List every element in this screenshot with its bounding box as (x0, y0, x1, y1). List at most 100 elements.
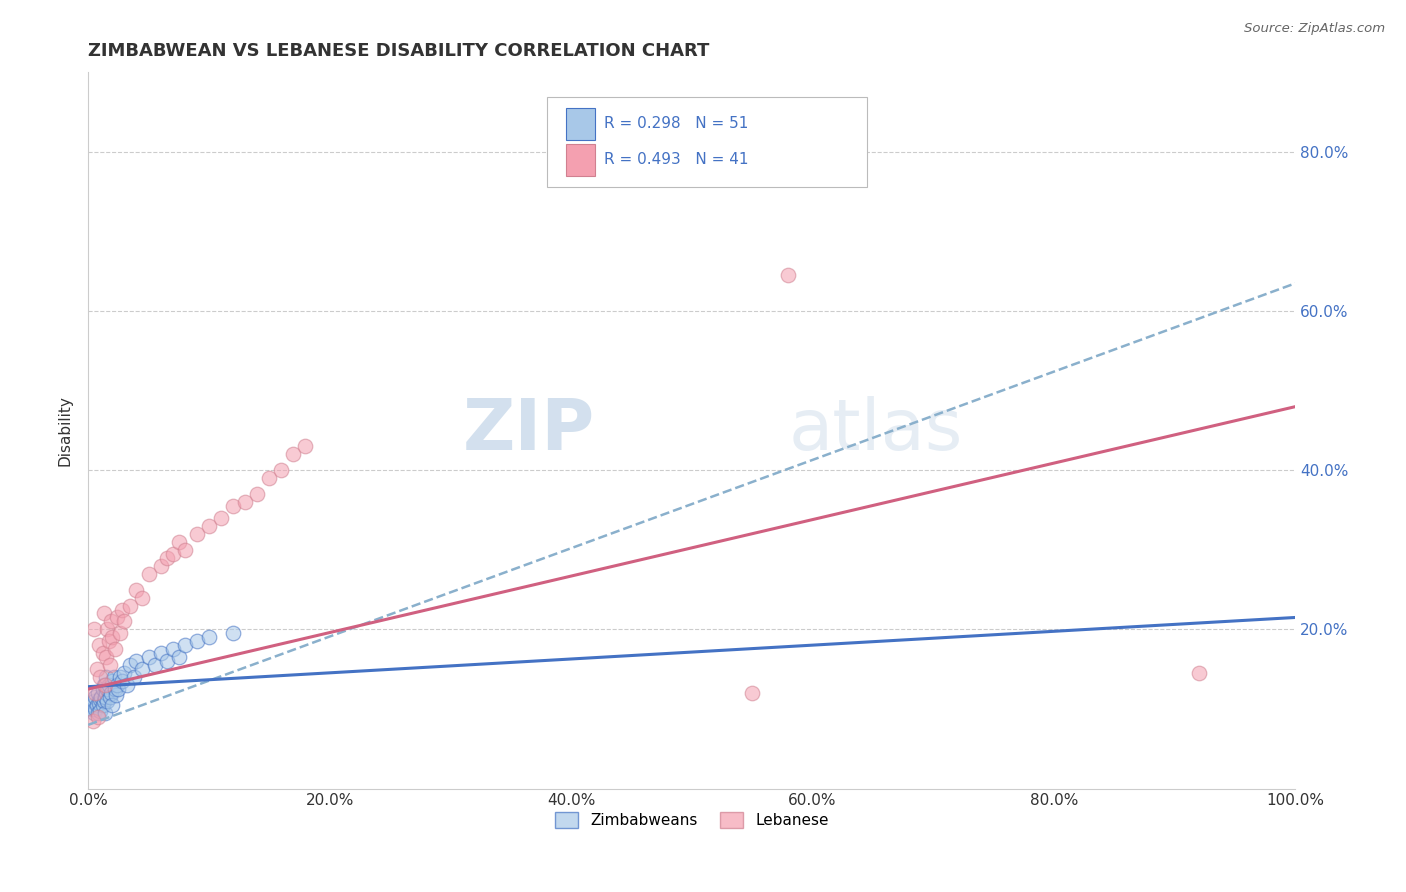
Point (107, 681, 129, 696)
Text: R = 0.298   N = 51: R = 0.298 N = 51 (603, 117, 748, 131)
Point (87, 710, 110, 724)
Point (104, 681, 127, 696)
Point (167, 650, 190, 665)
Point (101, 698, 124, 712)
Point (97, 634, 120, 648)
Point (162, 547, 184, 561)
Point (87, 686, 110, 700)
Point (87, 638, 110, 652)
Point (115, 678, 138, 692)
Point (741, 686, 763, 700)
Point (162, 642, 184, 657)
Point (138, 566, 160, 581)
Point (105, 610, 128, 624)
Point (89, 670, 111, 684)
Point (89, 704, 111, 718)
Point (108, 670, 131, 684)
Point (93, 607, 115, 621)
Point (156, 550, 179, 565)
Point (86, 662, 108, 676)
Point (143, 658, 166, 673)
Point (84, 702, 107, 716)
Point (111, 602, 134, 616)
Point (86, 698, 108, 712)
Point (108, 626, 131, 640)
Point (186, 634, 208, 648)
Point (91, 646, 114, 660)
Text: ZIP: ZIP (463, 396, 595, 465)
Point (96, 686, 118, 700)
Point (149, 558, 172, 573)
Point (97, 678, 120, 692)
Point (138, 650, 160, 665)
Point (120, 599, 142, 613)
Point (149, 646, 172, 660)
Point (173, 542, 195, 557)
Point (156, 654, 179, 668)
Point (222, 626, 245, 640)
Point (104, 642, 127, 657)
FancyBboxPatch shape (567, 108, 595, 140)
FancyBboxPatch shape (547, 97, 868, 187)
Point (246, 487, 269, 501)
Point (131, 591, 153, 605)
Point (101, 631, 124, 645)
Y-axis label: Disability: Disability (58, 395, 72, 466)
Point (93, 678, 115, 692)
Point (101, 674, 124, 689)
Point (283, 447, 305, 461)
Point (89, 692, 111, 706)
Point (186, 527, 208, 541)
Point (209, 511, 232, 525)
Point (105, 678, 128, 692)
Point (82, 714, 104, 728)
Point (98, 658, 121, 673)
Point (294, 439, 316, 453)
Point (87, 706, 110, 720)
Point (80, 702, 103, 716)
Point (233, 495, 256, 509)
Point (120, 658, 142, 673)
Point (173, 638, 195, 652)
Point (94, 690, 117, 704)
Point (96, 670, 118, 684)
Point (84, 690, 107, 704)
Point (198, 631, 221, 645)
Point (96, 623, 118, 637)
Point (1188, 666, 1211, 681)
Point (112, 615, 135, 629)
Point (167, 534, 190, 549)
Point (100, 615, 122, 629)
Legend: Zimbabweans, Lebanese: Zimbabweans, Lebanese (548, 806, 835, 835)
Point (103, 670, 125, 684)
Point (96, 694, 118, 708)
Point (125, 654, 148, 668)
Point (82, 698, 104, 712)
Point (83, 623, 105, 637)
Text: atlas: atlas (789, 396, 963, 465)
Point (87, 696, 110, 710)
Point (96, 681, 118, 696)
Point (112, 666, 135, 681)
Point (94, 678, 117, 692)
Point (125, 582, 148, 597)
Text: ZIMBABWEAN VS LEBANESE DISABILITY CORRELATION CHART: ZIMBABWEAN VS LEBANESE DISABILITY CORREL… (89, 42, 710, 60)
Point (222, 499, 245, 513)
Point (83, 706, 105, 720)
Point (98, 690, 121, 704)
Point (100, 686, 122, 700)
Point (84, 686, 107, 700)
Point (270, 463, 292, 477)
Text: Source: ZipAtlas.com: Source: ZipAtlas.com (1244, 22, 1385, 36)
FancyBboxPatch shape (567, 144, 595, 176)
Point (96, 650, 118, 665)
Point (104, 688, 127, 702)
Point (131, 662, 153, 676)
Point (257, 471, 280, 485)
Point (90, 690, 112, 704)
Point (94, 706, 117, 720)
Point (122, 670, 145, 684)
Point (83, 694, 105, 708)
Point (91, 698, 114, 712)
Text: R = 0.493   N = 41: R = 0.493 N = 41 (603, 153, 748, 168)
